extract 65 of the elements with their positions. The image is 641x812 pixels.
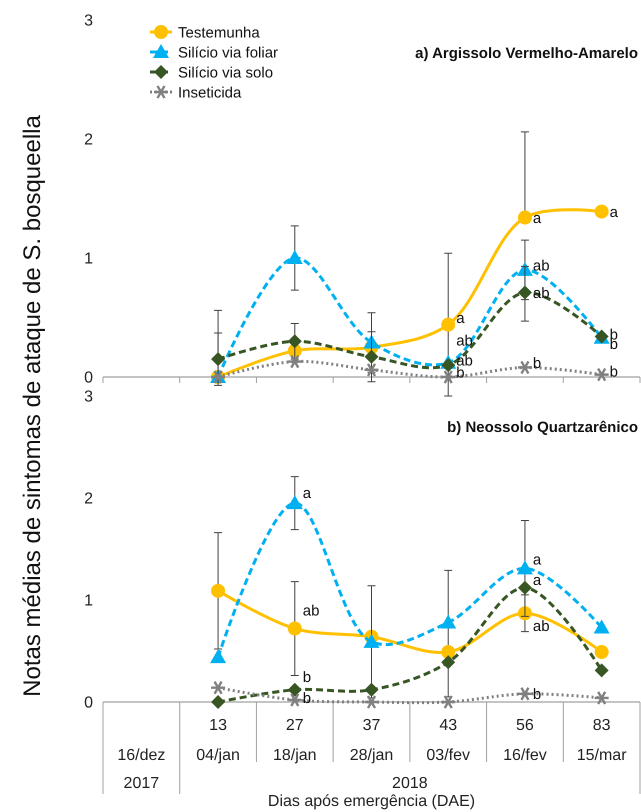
point: [518, 286, 532, 300]
y-tick-label: 3: [84, 12, 94, 30]
y-tick-label: 0: [84, 370, 94, 387]
point: [288, 334, 302, 348]
point: [364, 682, 378, 697]
point: [441, 358, 456, 372]
x-tick-label: 37 28/jan: [350, 717, 394, 764]
x-tick-label: 43 03/fev: [426, 717, 470, 764]
point: [594, 204, 609, 219]
text: 2017: [124, 775, 160, 792]
x-axis-title: Dias após emergência (DAE): [268, 793, 476, 810]
point: [364, 634, 380, 648]
point: [594, 663, 609, 678]
point: [286, 495, 303, 510]
legend-label: Testemunha: [178, 24, 260, 42]
point: [518, 210, 532, 225]
y-tick-label: 0: [84, 694, 94, 712]
y-tick-label: 1: [84, 250, 94, 268]
y-tick-label: 3: [84, 388, 94, 406]
point: [286, 250, 303, 264]
annotation: b: [532, 686, 542, 704]
annotation: ab: [532, 618, 550, 635]
x-tick-label: 27 18/jan: [272, 717, 317, 764]
point: [516, 560, 533, 574]
text: b) Neossolo Quartzarênico: [447, 419, 638, 436]
point: [594, 620, 610, 634]
text: a) Argissolo Vermelho-Amarelo: [415, 45, 638, 62]
x-tick-label: 56 16/fev: [503, 717, 547, 764]
point: [441, 655, 456, 670]
point: [440, 614, 456, 628]
point: [210, 649, 226, 664]
y-tick-label: 2: [84, 490, 94, 508]
annotation: ab: [532, 257, 550, 274]
text: 2018: [392, 775, 428, 792]
y-tick-label: 2: [84, 132, 94, 149]
point: [441, 645, 456, 660]
annotation: a: [456, 310, 466, 327]
annotation: b: [302, 690, 312, 708]
annotation: ab: [302, 602, 320, 620]
annotation: a: [532, 551, 542, 568]
y-axis-title: Notas médias de sintomas de ataque de S. bosqueella: [19, 114, 46, 697]
point: [364, 350, 378, 364]
annotation: b: [302, 668, 312, 686]
point: [518, 580, 532, 595]
annotation: a: [532, 210, 542, 227]
x-tick-label: 16/dez: [117, 747, 166, 764]
legend-label: Silício via solo: [178, 64, 274, 82]
annotation: a: [532, 572, 542, 589]
point: [211, 695, 226, 709]
point: [441, 318, 456, 332]
annotation: b: [532, 354, 542, 372]
x-tick-label: 83 15/mar: [576, 717, 628, 764]
point: [211, 584, 226, 598]
annotation: a: [610, 204, 619, 221]
point: [211, 352, 226, 366]
legend-label: Inseticida: [178, 84, 242, 102]
annotation: ab: [456, 332, 473, 350]
point: [594, 645, 609, 660]
annotation: b: [610, 363, 618, 380]
legend-label: Silício via foliar: [178, 44, 278, 62]
point: [288, 682, 302, 697]
x-tick-label: 13 04/jan: [196, 717, 240, 764]
point: [288, 622, 302, 636]
annotation: a: [302, 485, 312, 502]
y-tick-label: 1: [84, 592, 94, 610]
